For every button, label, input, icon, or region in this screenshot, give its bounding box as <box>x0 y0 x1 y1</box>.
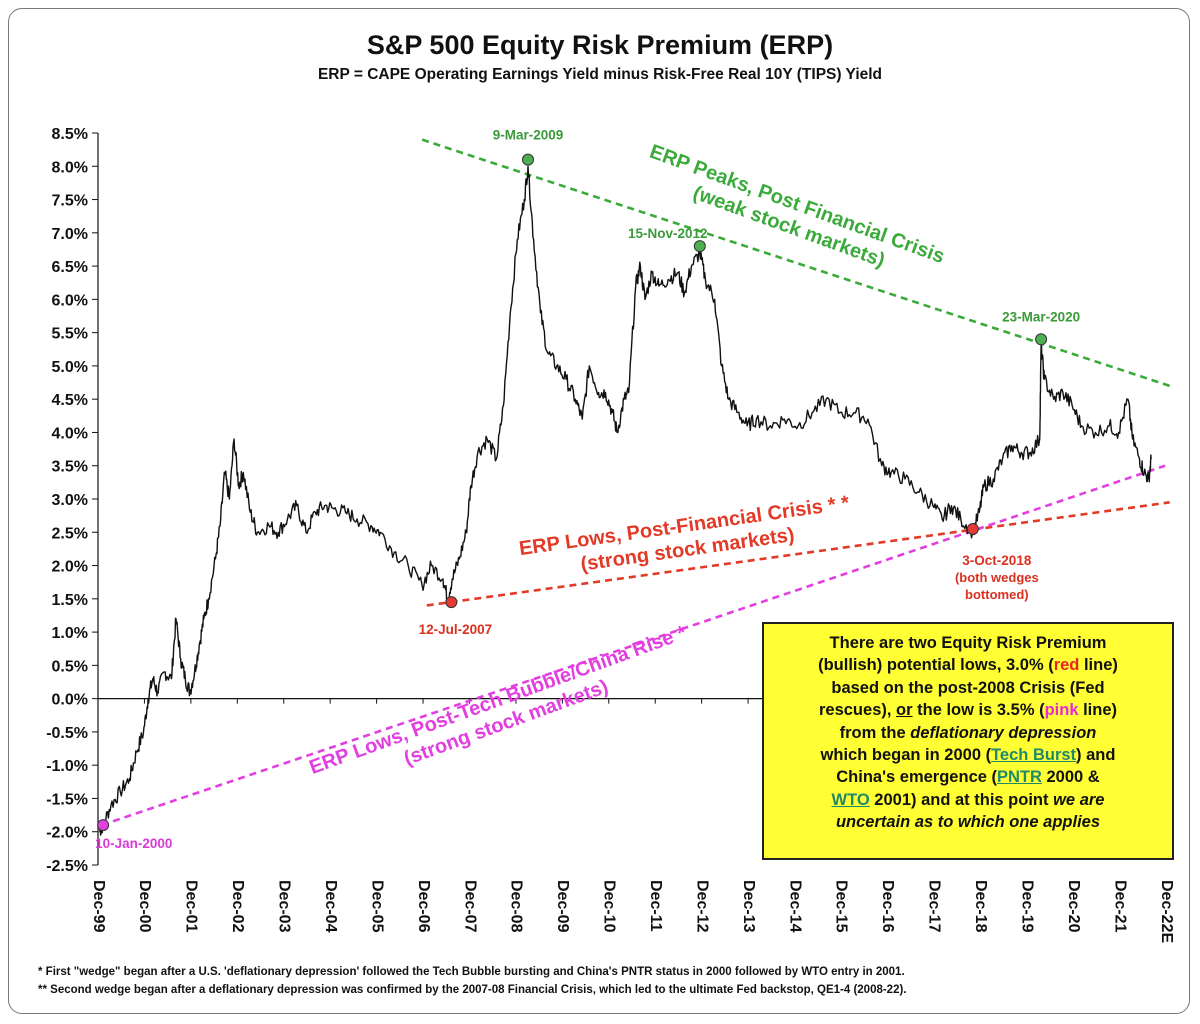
x-tick-label: Dec-18 <box>972 880 989 933</box>
x-tick-label: Dec-07 <box>461 880 478 933</box>
y-tick-label: 3.5% <box>52 459 88 476</box>
x-tick-label: Dec-00 <box>136 880 153 933</box>
y-tick-label: 7.0% <box>52 226 88 243</box>
marker-label: 23-Mar-2020 <box>1002 309 1080 324</box>
trend-line-peaks <box>421 138 1171 388</box>
marker-label: 15-Nov-2012 <box>628 226 708 241</box>
note-line: rescues), or the low is 3.5% (pink line) <box>818 701 1118 720</box>
chart-subtitle: ERP = CAPE Operating Earnings Yield minu… <box>317 66 883 83</box>
x-tick-label: Dec-03 <box>276 880 293 933</box>
marker-label: 10-Jan-2000 <box>95 836 172 851</box>
note-line: (bullish) potential lows, 3.0% (red line… <box>818 656 1118 675</box>
wto-link[interactable]: WTO <box>831 790 870 809</box>
trend-line-red-lows <box>426 501 1170 607</box>
y-tick-label: 5.0% <box>52 359 88 376</box>
marker-point <box>1035 333 1048 346</box>
pink-lows-annotation: ERP Lows, Post-Tech Bubble/China Rise * <box>307 622 690 779</box>
marker-point <box>97 819 110 832</box>
marker-point <box>521 153 534 166</box>
note-line: based on the post-2008 Crisis (Fed <box>831 678 1105 697</box>
x-tick-label: Dec-06 <box>415 880 432 933</box>
y-tick-label: -2.5% <box>46 858 88 875</box>
note-box: There are two Equity Risk Premium (bulli… <box>762 622 1174 860</box>
chart-title: S&P 500 Equity Risk Premium (ERP) <box>366 30 834 60</box>
peaks-annotation: ERP Peaks, Post Financial Crisis <box>647 141 948 268</box>
x-tick-label: Dec-17 <box>926 880 943 933</box>
x-tick-label: Dec-21 <box>1111 880 1128 933</box>
x-tick-label: Dec-09 <box>554 880 571 933</box>
x-tick-label: Dec-01 <box>183 880 200 933</box>
marker-label: 3-Oct-2018 <box>962 553 1032 568</box>
marker-point <box>445 596 458 609</box>
note-line: which began in 2000 (Tech Burst) and <box>820 746 1116 765</box>
bottomed-note: bottomed) <box>965 587 1029 602</box>
x-tick-label: Dec-99 <box>90 880 107 933</box>
erp-series-line <box>98 165 1152 836</box>
note-line: from the deflationary depression <box>839 723 1097 742</box>
y-tick-label: 0.5% <box>52 658 88 675</box>
x-tick-label: Dec-22E <box>1158 880 1175 943</box>
x-tick-label: Dec-02 <box>229 880 246 933</box>
marker-label: 9-Mar-2009 <box>493 128 564 143</box>
note-line: China's emergence (PNTR 2000 & <box>836 768 1100 787</box>
y-tick-label: 8.5% <box>52 126 88 143</box>
marker-point <box>693 240 706 253</box>
y-tick-label: -0.5% <box>46 725 88 742</box>
x-tick-label: Dec-12 <box>693 880 710 933</box>
x-tick-label: Dec-08 <box>508 880 525 933</box>
x-tick-label: Dec-19 <box>1018 880 1035 933</box>
x-tick-label: Dec-15 <box>833 880 850 933</box>
y-tick-label: -2.0% <box>46 825 88 842</box>
y-tick-label: 4.0% <box>52 425 88 442</box>
x-tick-label: Dec-05 <box>368 880 385 933</box>
note-line: uncertain as to which one applies <box>835 813 1101 832</box>
x-tick-label: Dec-11 <box>647 880 664 932</box>
pntr-link[interactable]: PNTR <box>997 768 1042 787</box>
y-tick-label: 1.5% <box>52 592 88 609</box>
note-line: WTO 2001) and at this point we are <box>831 790 1105 809</box>
marker-point <box>966 522 979 535</box>
y-tick-label: 3.0% <box>52 492 88 509</box>
x-tick-label: Dec-04 <box>322 880 339 933</box>
footnote-1: * First "wedge" began after a U.S. 'defl… <box>38 966 905 978</box>
y-tick-label: 0.0% <box>52 692 88 709</box>
note-line: There are two Equity Risk Premium <box>829 634 1107 652</box>
y-tick-label: 6.0% <box>52 292 88 309</box>
y-tick-label: 5.5% <box>52 326 88 343</box>
y-tick-label: 8.0% <box>52 159 88 176</box>
x-tick-label: Dec-20 <box>1065 880 1082 933</box>
y-tick-label: 6.5% <box>52 259 88 276</box>
y-tick-label: -1.0% <box>46 758 88 775</box>
x-tick-label: Dec-10 <box>601 880 618 933</box>
y-tick-label: 7.5% <box>52 193 88 210</box>
tech-burst-link[interactable]: Tech Burst <box>991 746 1077 765</box>
x-tick-label: Dec-14 <box>786 880 803 933</box>
y-tick-label: -1.5% <box>46 791 88 808</box>
x-tick-label: Dec-16 <box>879 880 896 933</box>
y-tick-label: 4.5% <box>52 392 88 409</box>
bottomed-note: (both wedges <box>955 570 1039 585</box>
chart-frame <box>8 8 1190 1014</box>
marker-label: 12-Jul-2007 <box>419 622 493 637</box>
x-tick-label: Dec-13 <box>740 880 757 933</box>
y-tick-label: 2.0% <box>52 559 88 576</box>
footnote-2: ** Second wedge began after a deflationa… <box>38 984 907 996</box>
y-tick-label: 2.5% <box>52 525 88 542</box>
y-tick-label: 1.0% <box>52 625 88 642</box>
